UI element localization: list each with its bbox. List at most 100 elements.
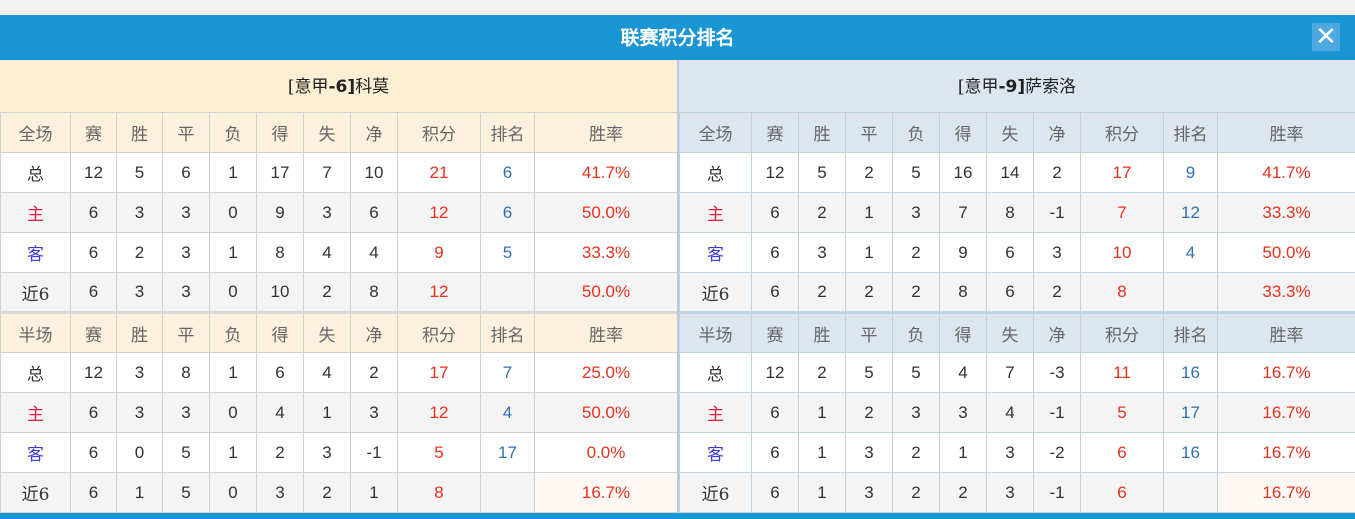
cell: 5 (162, 472, 210, 513)
win-rate-cell: 16.7% (534, 472, 678, 513)
cell: 9 (939, 232, 987, 273)
cell: 1 (209, 152, 257, 193)
cell: 6 (751, 272, 799, 313)
column-header: 负 (892, 311, 940, 353)
table-row: 近6 6 1 5 0 3 2 1 8 16.7% (0, 472, 678, 513)
row-label: 总 (679, 152, 752, 193)
column-header: 胜率 (1217, 311, 1355, 353)
table-row: 主 6 3 3 0 9 3 6 12 6 50.0% (0, 192, 678, 233)
column-header: 净 (1033, 311, 1081, 353)
row-label: 客 (679, 232, 752, 273)
column-header: 得 (256, 311, 304, 353)
cell: 3 (845, 432, 893, 473)
column-header: 净 (350, 311, 398, 353)
table-row: 主 6 1 2 3 3 4 -1 5 17 16.7% (679, 392, 1355, 433)
row-label: 总 (0, 352, 71, 393)
cell: 4 (303, 232, 351, 273)
win-rate-cell: 41.7% (534, 152, 678, 193)
table-row: 总 12 5 6 1 17 7 10 21 6 41.7% (0, 152, 678, 193)
cell: 3 (116, 272, 163, 313)
cell: 8 (162, 352, 210, 393)
cell: 3 (162, 232, 210, 273)
cell: 1 (116, 472, 163, 513)
cell: 6 (986, 272, 1034, 313)
table-row: 总 12 3 8 1 6 4 2 17 7 25.0% (0, 352, 678, 393)
cell: 10 (256, 272, 304, 313)
win-rate-cell: 33.3% (534, 232, 678, 273)
rank-cell: 12 (1163, 192, 1218, 233)
column-header: 失 (303, 112, 351, 153)
table-row: 客 6 1 3 2 1 3 -2 6 16 16.7% (679, 432, 1355, 473)
cell: 2 (256, 432, 304, 473)
row-label: 客 (0, 432, 71, 473)
full-header-row: 全场赛胜平负得失净积分 排名 胜率 (679, 112, 1355, 153)
cell: -3 (1033, 352, 1081, 393)
row-label: 主 (0, 192, 71, 233)
cell: 3 (986, 472, 1034, 513)
column-header: 胜 (798, 311, 846, 353)
cell: 5 (162, 432, 210, 473)
rank-cell: 17 (1163, 392, 1218, 433)
cell: 3 (892, 192, 940, 233)
cell: -1 (1033, 472, 1081, 513)
cell: 2 (303, 472, 351, 513)
column-header: 赛 (70, 311, 117, 353)
cell: 2 (303, 272, 351, 313)
column-header: 积分 (1080, 112, 1164, 153)
cell: 8 (350, 272, 398, 313)
cell: 6 (162, 152, 210, 193)
win-rate-cell: 25.0% (534, 352, 678, 393)
win-rate-cell: 50.0% (1217, 232, 1355, 273)
cell: 2 (892, 432, 940, 473)
column-header: 赛 (751, 112, 799, 153)
rank-cell: 6 (480, 192, 535, 233)
cell: 7 (303, 152, 351, 193)
win-rate-cell: 16.7% (1217, 352, 1355, 393)
cell: 3 (303, 192, 351, 233)
team-name: 科莫 (355, 77, 390, 97)
rank-cell (1163, 472, 1218, 513)
row-label: 总 (0, 152, 71, 193)
column-header: 胜率 (534, 311, 678, 353)
cell: -2 (1033, 432, 1081, 473)
row-label: 近6 (679, 472, 752, 513)
cell: 12 (70, 152, 117, 193)
column-header: 失 (986, 311, 1034, 353)
cell: 4 (350, 232, 398, 273)
column-header: 胜率 (1217, 112, 1355, 153)
cell: 9 (256, 192, 304, 233)
points-cell: 12 (397, 392, 481, 433)
rank-cell: 4 (480, 392, 535, 433)
column-header: 得 (939, 311, 987, 353)
points-cell: 10 (1080, 232, 1164, 273)
win-rate-cell: 50.0% (534, 392, 678, 433)
cell: 0 (209, 272, 257, 313)
rank-cell: 16 (1163, 352, 1218, 393)
close-icon[interactable]: ✕ (1312, 23, 1340, 51)
cell: -1 (1033, 192, 1081, 233)
cell: 6 (256, 352, 304, 393)
cell: 1 (209, 432, 257, 473)
column-header: 胜 (116, 311, 163, 353)
cell: 6 (751, 432, 799, 473)
column-header: 失 (986, 112, 1034, 153)
team-rank: -6] (328, 77, 356, 97)
team-title: [意甲-9]萨索洛 (679, 60, 1355, 112)
cell: 3 (350, 392, 398, 433)
cell: 8 (256, 232, 304, 273)
cell: 17 (256, 152, 304, 193)
cell: 5 (845, 352, 893, 393)
cell: 3 (303, 432, 351, 473)
away-team-standings: [意甲-9]萨索洛 全场赛胜平负得失净积分 排名 胜率总 12 5 2 5 16 14 2 17 9 4… (677, 60, 1355, 513)
points-cell: 17 (397, 352, 481, 393)
cell: 1 (939, 432, 987, 473)
rank-cell: 17 (480, 432, 535, 473)
cell: 0 (209, 392, 257, 433)
cell: 3 (1033, 232, 1081, 273)
win-rate-cell: 50.0% (534, 272, 678, 313)
cell: 3 (162, 272, 210, 313)
rank-cell: 7 (480, 352, 535, 393)
cell: 3 (939, 392, 987, 433)
rank-cell: 5 (480, 232, 535, 273)
cell: 0 (116, 432, 163, 473)
